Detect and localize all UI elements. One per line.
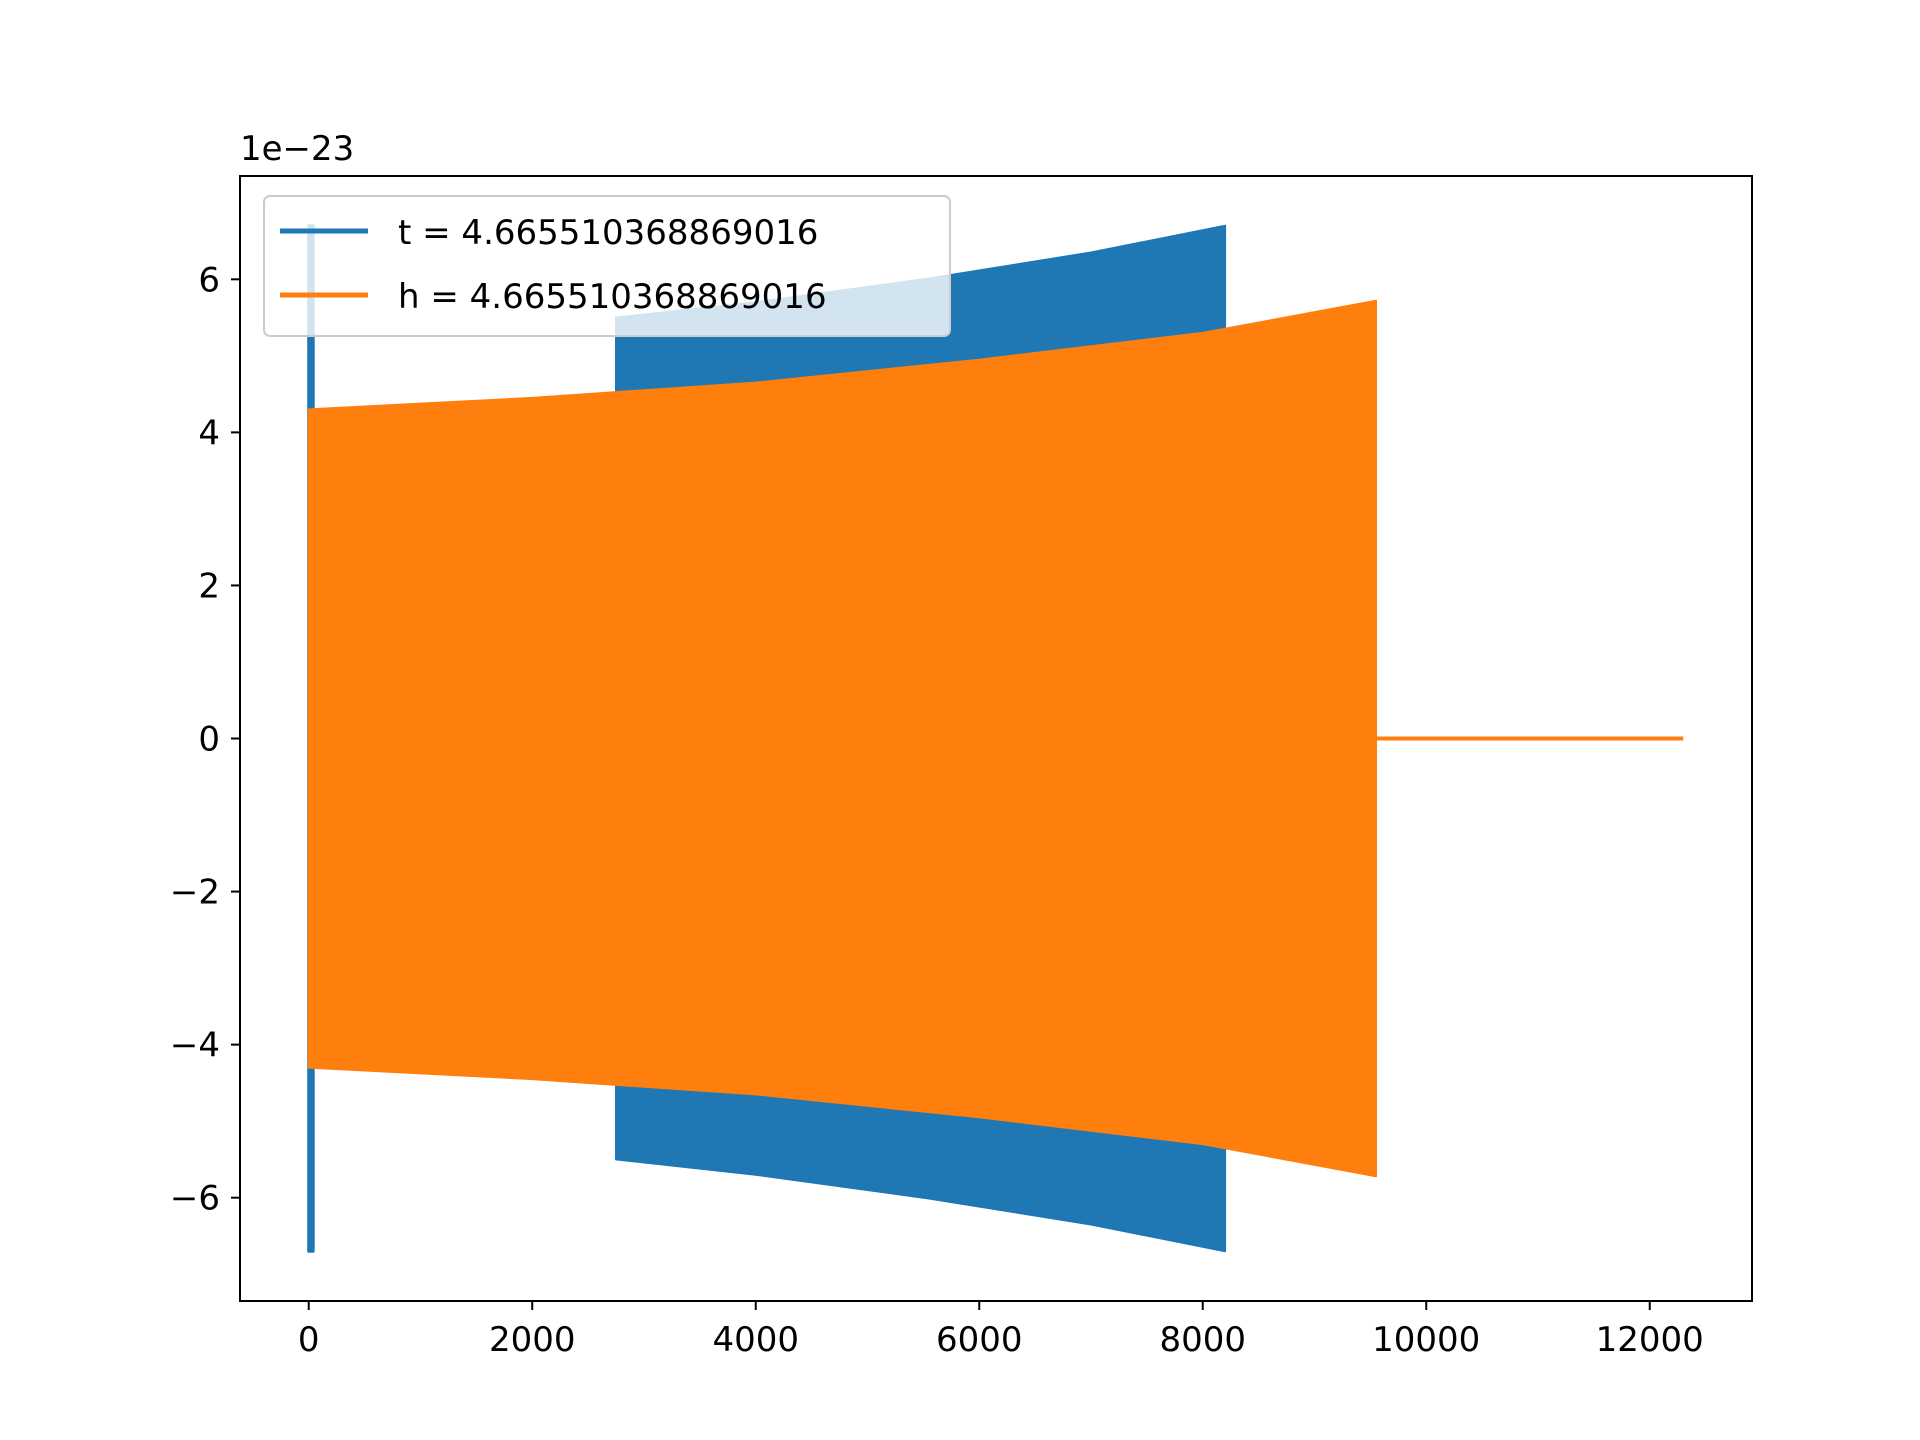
y-tick-label: 6 (198, 260, 220, 300)
legend-label-t: t = 4.665510368869016 (398, 213, 818, 253)
legend: t = 4.665510368869016 h = 4.665510368869… (263, 195, 951, 337)
x-tick-label: 4000 (712, 1320, 799, 1360)
series-oscillation-band (307, 299, 1377, 1178)
y-tick-label: −6 (170, 1179, 220, 1219)
legend-label-h: h = 4.665510368869016 (398, 277, 827, 317)
x-tick-label: 6000 (936, 1320, 1023, 1360)
x-tick-label: 0 (298, 1320, 320, 1360)
y-tick-label: 4 (198, 413, 220, 453)
series-layer (307, 224, 1684, 1253)
x-tick-label: 10000 (1372, 1320, 1480, 1360)
y-offset-label: 1e−23 (240, 129, 354, 169)
series-h (307, 299, 1684, 1178)
x-tick-label: 8000 (1159, 1320, 1246, 1360)
y-tick-label: 0 (198, 720, 220, 760)
x-tick-label: 12000 (1596, 1320, 1704, 1360)
x-axis: 0 2000 4000 6000 8000 10000 12000 (298, 1301, 1704, 1360)
y-tick-label: 2 (198, 566, 220, 606)
x-tick-label: 2000 (489, 1320, 576, 1360)
y-tick-label: −2 (170, 873, 220, 913)
y-axis: −6 −4 −2 0 2 4 6 (170, 260, 240, 1219)
legend-box (263, 195, 951, 337)
y-tick-label: −4 (170, 1026, 220, 1066)
